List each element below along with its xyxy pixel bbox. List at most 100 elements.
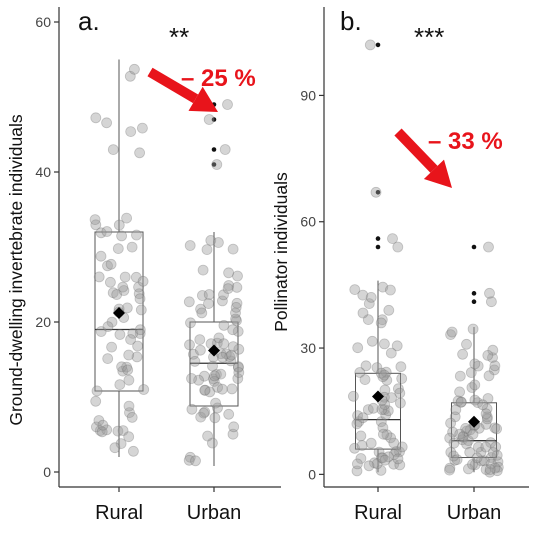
- data-point: [445, 329, 457, 341]
- data-point: [356, 440, 368, 451]
- data-point: [117, 281, 129, 293]
- data-point: [116, 361, 127, 373]
- data-point: [347, 390, 359, 402]
- data-point: [480, 441, 492, 453]
- data-point: [371, 458, 383, 470]
- data-point: [128, 63, 140, 75]
- data-point: [97, 419, 109, 431]
- data-point: [469, 459, 481, 471]
- data-point: [454, 386, 466, 398]
- data-point: [444, 432, 456, 444]
- data-point: [114, 379, 126, 391]
- data-point: [227, 341, 239, 353]
- data-point: [225, 355, 237, 367]
- panel-a-ylabel: Ground-dwelling invertebrate individuals: [6, 114, 26, 426]
- data-point: [457, 431, 469, 443]
- data-point: [133, 288, 145, 300]
- data-point: [484, 287, 495, 299]
- data-point: [102, 260, 113, 272]
- data-point: [455, 396, 467, 408]
- data-point: [378, 404, 390, 416]
- data-point: [460, 422, 472, 434]
- data-point: [480, 408, 492, 420]
- data-point: [471, 452, 483, 464]
- data-point: [89, 214, 101, 226]
- data-point: [135, 304, 147, 316]
- data-point: [481, 411, 493, 423]
- panel-b-significance: ***: [414, 22, 444, 52]
- data-point: [355, 453, 367, 464]
- data-point: [95, 250, 107, 262]
- outlier-point: [471, 299, 477, 305]
- data-point: [90, 219, 102, 231]
- data-point: [134, 324, 146, 336]
- x-tick-label: Rural: [354, 502, 402, 524]
- data-point: [203, 289, 215, 300]
- data-point: [183, 454, 195, 466]
- data-point: [105, 276, 116, 288]
- data-point: [357, 412, 369, 424]
- data-point: [375, 464, 387, 476]
- data-point: [447, 426, 459, 438]
- data-point: [444, 462, 456, 474]
- data-point: [490, 441, 502, 453]
- data-point: [212, 402, 223, 414]
- data-point: [473, 422, 485, 434]
- data-point: [388, 437, 400, 449]
- data-point: [194, 344, 206, 356]
- data-point: [396, 373, 408, 385]
- data-point: [391, 340, 403, 352]
- data-point: [203, 298, 214, 310]
- outlier-point: [211, 147, 217, 152]
- data-point: [454, 428, 466, 440]
- mean-marker: [208, 344, 220, 357]
- data-point: [491, 423, 503, 435]
- data-point: [392, 383, 404, 395]
- data-point: [364, 39, 376, 51]
- data-point: [219, 144, 231, 155]
- data-point: [101, 424, 113, 436]
- data-point: [134, 328, 146, 339]
- data-point: [198, 407, 210, 419]
- data-point: [354, 367, 366, 378]
- data-point: [483, 370, 495, 382]
- data-point: [396, 441, 408, 453]
- box-iqr: [451, 402, 497, 459]
- data-point: [351, 458, 363, 470]
- data-point: [222, 99, 233, 110]
- data-point: [360, 360, 372, 372]
- data-point: [446, 326, 458, 338]
- data-point: [96, 426, 108, 438]
- y-tick-label: 0: [308, 466, 316, 482]
- data-point: [467, 458, 478, 470]
- data-point: [117, 425, 129, 437]
- data-point: [380, 409, 392, 421]
- data-point: [462, 463, 474, 475]
- data-point: [216, 295, 228, 307]
- data-point: [394, 387, 406, 399]
- data-point: [91, 385, 103, 397]
- outlier-point: [471, 244, 477, 250]
- data-point: [478, 455, 490, 467]
- data-point: [222, 283, 234, 295]
- data-point: [454, 370, 466, 382]
- data-point: [469, 394, 481, 406]
- data-point: [223, 267, 235, 279]
- data-point: [484, 466, 496, 478]
- data-point: [464, 446, 476, 458]
- data-point: [130, 271, 142, 283]
- outlier-point: [375, 236, 381, 241]
- data-point: [230, 301, 242, 313]
- data-point: [487, 344, 499, 356]
- data-point: [126, 241, 138, 253]
- data-point: [367, 402, 379, 414]
- panel-b-annotation: – 33 %: [428, 128, 503, 155]
- data-point: [121, 212, 132, 224]
- data-point: [230, 313, 242, 325]
- data-point: [377, 371, 389, 383]
- data-point: [215, 368, 227, 380]
- data-point: [448, 450, 460, 462]
- y-tick-label: 60: [35, 14, 51, 30]
- box-iqr: [94, 231, 144, 392]
- data-point: [125, 334, 137, 345]
